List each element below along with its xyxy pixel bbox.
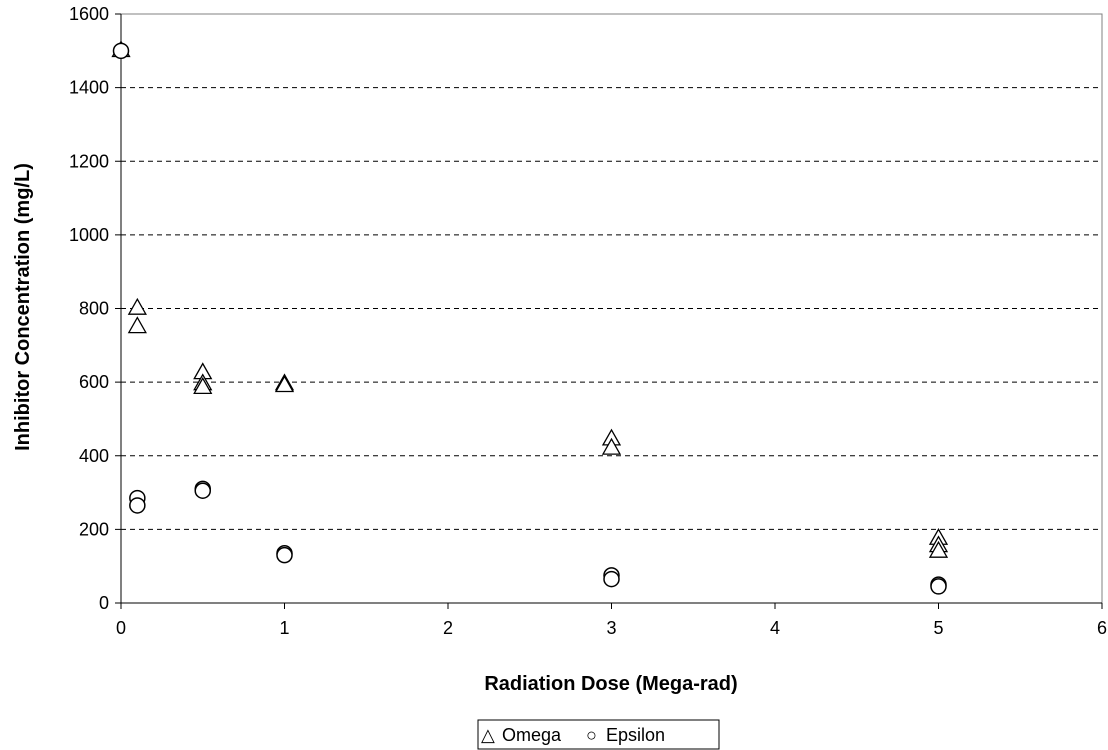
legend-item-omega: △ Omega (481, 725, 562, 745)
y-tick-label: 1600 (69, 4, 109, 24)
legend-label-omega: Omega (502, 725, 562, 745)
x-tick-labels: 0 1 2 3 4 5 6 (116, 618, 1107, 638)
series-epsilon (112, 42, 947, 595)
x-tick-label: 3 (606, 618, 616, 638)
x-tick-label: 6 (1097, 618, 1107, 638)
x-tick-label: 0 (116, 618, 126, 638)
legend-box (477, 719, 720, 750)
x-tick-label: 2 (443, 618, 453, 638)
data-point-epsilon (603, 570, 620, 588)
data-point-omega (601, 437, 622, 455)
gridlines (121, 87, 1102, 530)
data-point-omega (193, 377, 213, 394)
x-tick-label: 4 (770, 618, 780, 638)
data-point-epsilon (112, 42, 130, 60)
y-tick-label: 1000 (69, 225, 109, 245)
data-series (111, 40, 949, 595)
legend-item-epsilon: ○ Epsilon (586, 725, 665, 745)
data-point-epsilon (276, 546, 293, 564)
x-tick-label: 1 (279, 618, 289, 638)
y-tick-label: 200 (79, 519, 109, 539)
legend: △ Omega ○ Epsilon (477, 719, 720, 750)
x-tick-label: 5 (933, 618, 943, 638)
y-tick-label: 1200 (69, 151, 109, 171)
data-point-omega (274, 375, 295, 393)
legend-marker-triangle-icon: △ (481, 725, 495, 745)
y-tick-label: 400 (79, 446, 109, 466)
legend-label-epsilon: Epsilon (606, 725, 665, 745)
y-axis-title: Inhibitor Concentration (mg/L) (12, 163, 34, 451)
y-tick-labels: 0 200 400 600 800 1000 1200 1400 1600 (69, 4, 109, 613)
y-tick-label: 0 (99, 593, 109, 613)
y-tick-label: 1400 (69, 78, 109, 98)
data-point-omega (127, 297, 147, 315)
series-omega (111, 40, 949, 558)
x-axis-title: Radiation Dose (Mega-rad) (484, 673, 737, 695)
axes (115, 13, 1103, 609)
legend-marker-circle-icon: ○ (586, 725, 597, 745)
data-point-epsilon (194, 482, 211, 499)
data-point-omega (928, 540, 949, 558)
data-point-epsilon (129, 497, 146, 514)
data-point-epsilon (930, 578, 947, 595)
data-point-omega (127, 316, 147, 334)
y-tick-label: 800 (79, 299, 109, 319)
y-tick-label: 600 (79, 372, 109, 392)
